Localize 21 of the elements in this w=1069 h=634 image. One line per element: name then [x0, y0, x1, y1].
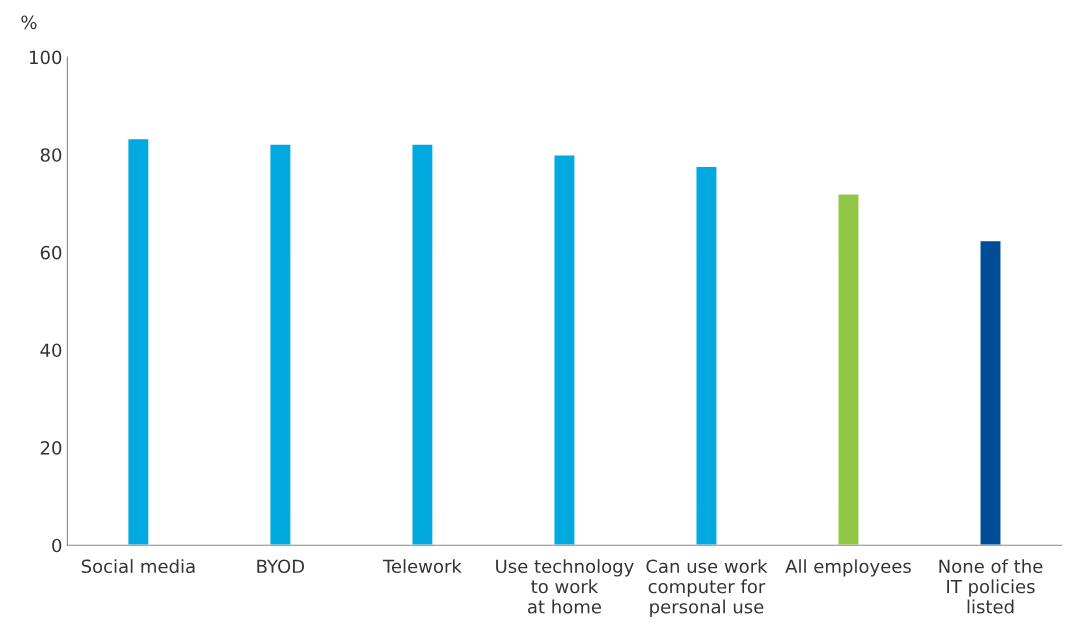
x-tick-label: Telework [382, 559, 462, 574]
y-tick-label: 60 [40, 245, 62, 260]
x-tick-label: None of the IT policies listed [939, 559, 1043, 614]
y-tick-label: 40 [40, 343, 62, 358]
bar [553, 154, 576, 546]
x-tick-label: Use technology to work at home [496, 559, 634, 614]
y-axis-title: % [21, 15, 37, 30]
x-tick-label: BYOD [257, 559, 305, 574]
bar [695, 165, 718, 546]
bar [411, 143, 434, 546]
x-tick-label: Social media [81, 559, 195, 574]
bar [837, 193, 860, 546]
x-tick-label: Can use work computer for personal use [646, 559, 768, 618]
y-tick-label: 0 [52, 538, 62, 553]
y-tick-label: 100 [30, 50, 62, 65]
x-tick-label: All employees [785, 559, 911, 577]
bar [269, 143, 292, 546]
y-tick-label: 20 [40, 441, 62, 455]
bar [979, 239, 1002, 546]
bar [127, 137, 150, 546]
y-tick-label: 80 [40, 148, 62, 162]
